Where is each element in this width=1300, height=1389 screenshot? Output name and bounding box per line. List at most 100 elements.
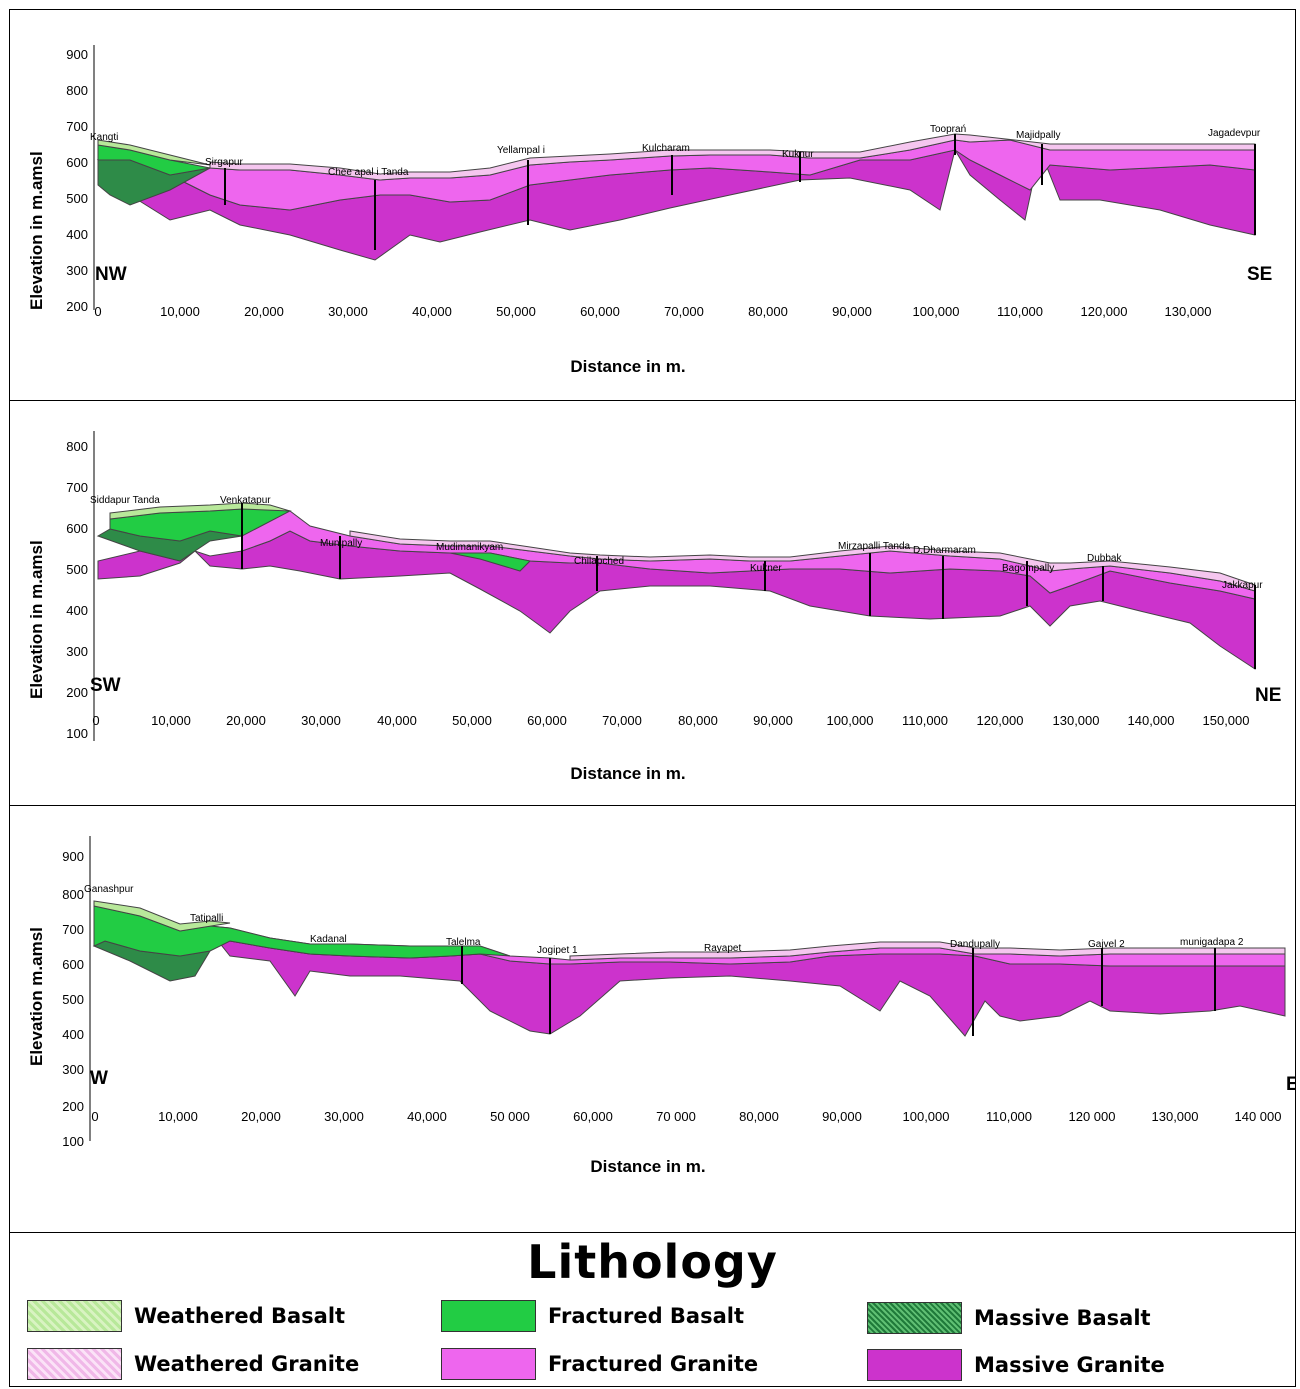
x-tick-label: 0 <box>91 1109 98 1124</box>
cross-section-1-svg: Elevation in m.amsl 900 800 700 600 500 … <box>27 45 1272 376</box>
borehole-lines <box>461 946 1216 1036</box>
y-tick-label: 600 <box>66 521 88 536</box>
legend-label: Weathered Basalt <box>134 1304 346 1328</box>
legend-title: Lithology <box>527 1235 778 1289</box>
x-tick-label: 60,000 <box>527 713 567 728</box>
location-label: Rayapet <box>704 943 741 954</box>
direction-left: NW <box>95 264 127 285</box>
massive-granite-swatch <box>867 1349 962 1381</box>
location-label: Sirgapur <box>205 157 243 168</box>
cross-section-2-svg: Elevation in m.amsl 800 700 600 500 400 … <box>27 431 1281 783</box>
x-tick-label: 40,000 <box>412 304 452 319</box>
fractured-basalt-layer <box>93 905 511 959</box>
x-tick-label: 30,000 <box>324 1109 364 1124</box>
y-tick-label: 500 <box>66 191 88 206</box>
location-label: Talelma <box>446 937 481 948</box>
x-tick-label: 50,000 <box>452 713 492 728</box>
y-tick-label: 600 <box>66 155 88 170</box>
weathered-granite-layer <box>569 941 1286 961</box>
legend-label: Weathered Granite <box>134 1352 360 1376</box>
location-label: Venkatapur <box>220 495 271 506</box>
location-label: Kuknur <box>782 149 814 160</box>
x-tick-label: 70,000 <box>602 713 642 728</box>
x-tick-label: 120,000 <box>1081 304 1128 319</box>
location-label: Chee apal i Tanda <box>328 167 409 178</box>
x-tick-label: 20,000 <box>226 713 266 728</box>
location-label: Mirzapalli Tanda <box>838 541 911 552</box>
location-label: Kadanal <box>310 934 347 945</box>
x-tick-label: 40,000 <box>407 1109 447 1124</box>
x-tick-label: 140,000 <box>1128 713 1175 728</box>
location-label: Siddapur Tanda <box>90 495 160 506</box>
x-tick-label: 110,000 <box>902 713 948 728</box>
location-label: D.Dharmaram <box>913 545 976 556</box>
direction-right: NE <box>1255 685 1281 706</box>
x-tick-label: 70 000 <box>656 1109 696 1124</box>
direction-left: W <box>90 1068 108 1089</box>
x-tick-label: 30,000 <box>328 304 368 319</box>
location-label: Munipally <box>320 538 362 549</box>
direction-left: SW <box>90 675 121 696</box>
x-tick-label: 130,000 <box>1152 1109 1199 1124</box>
x-tick-label: 130,000 <box>1165 304 1212 319</box>
y-tick-label: 400 <box>66 603 88 618</box>
legend-label: Fractured Basalt <box>548 1304 744 1328</box>
weathered-granite-swatch <box>27 1348 122 1380</box>
borehole-lines <box>224 134 1256 250</box>
location-label: Jakkapur <box>1222 580 1263 591</box>
y-tick-label: 200 <box>66 299 88 314</box>
cross-section-panel-1: Elevation in m.amsl 900 800 700 600 500 … <box>9 9 1296 401</box>
y-axis-title: Elevation in m.amsl <box>27 151 46 310</box>
location-label: Gajvel 2 <box>1088 939 1125 950</box>
y-tick-label: 100 <box>62 1134 84 1149</box>
location-label: Dandupally <box>950 939 1000 950</box>
y-tick-label: 700 <box>62 922 84 937</box>
y-tick-label: 400 <box>66 227 88 242</box>
x-tick-label: 90,000 <box>753 713 793 728</box>
x-tick-label: 10,000 <box>158 1109 198 1124</box>
x-tick-label: 10,000 <box>151 713 191 728</box>
legend-label: Massive Basalt <box>974 1306 1151 1330</box>
x-tick-label: 110,000 <box>986 1109 1032 1124</box>
legend-item-weathered-granite: Weathered Granite <box>27 1348 359 1380</box>
x-tick-label: 110,000 <box>997 304 1043 319</box>
y-tick-label: 400 <box>62 1027 84 1042</box>
weathered-basalt-swatch <box>27 1300 122 1332</box>
location-label: Dubbak <box>1087 553 1122 564</box>
x-tick-label: 20,000 <box>244 304 284 319</box>
x-tick-label: 30,000 <box>301 713 341 728</box>
fractured-basalt-swatch <box>441 1300 536 1332</box>
legend-panel: Lithology Weathered Basalt Fractured Bas… <box>9 1232 1296 1387</box>
massive-granite-layer <box>97 530 1256 670</box>
direction-right: E <box>1286 1074 1295 1095</box>
fractured-granite-swatch <box>441 1348 536 1380</box>
y-tick-label: 600 <box>62 957 84 972</box>
y-tick-label: 800 <box>66 439 88 454</box>
location-label: Mudimanikyam <box>436 542 503 553</box>
weathered-basalt-layer <box>109 502 291 520</box>
y-tick-label: 300 <box>66 644 88 659</box>
x-tick-label: 0 <box>94 304 101 319</box>
x-tick-label: 60,000 <box>580 304 620 319</box>
massive-basalt-swatch <box>867 1302 962 1334</box>
borehole-lines <box>241 503 1256 669</box>
legend-item-weathered-basalt: Weathered Basalt <box>27 1300 345 1332</box>
cross-section-3-svg: Elevation m.amsl 900 800 700 600 500 400… <box>27 836 1295 1176</box>
x-tick-label: 90,000 <box>822 1109 862 1124</box>
y-tick-label: 300 <box>66 263 88 278</box>
x-tick-label: 120 000 <box>1069 1109 1116 1124</box>
x-tick-label: 150,000 <box>1203 713 1250 728</box>
cross-section-panel-2: Elevation in m.amsl 800 700 600 500 400 … <box>9 400 1296 806</box>
x-tick-label: 0 <box>92 713 99 728</box>
x-tick-label: 50,000 <box>496 304 536 319</box>
weathered-basalt-layer <box>97 139 211 166</box>
y-tick-label: 300 <box>62 1062 84 1077</box>
y-tick-label: 500 <box>66 562 88 577</box>
y-tick-label: 900 <box>66 47 88 62</box>
x-tick-label: 90,000 <box>832 304 872 319</box>
y-tick-label: 800 <box>66 83 88 98</box>
y-tick-label: 700 <box>66 480 88 495</box>
legend-label: Massive Granite <box>974 1353 1165 1377</box>
y-tick-label: 800 <box>62 887 84 902</box>
x-tick-label: 80,000 <box>739 1109 779 1124</box>
